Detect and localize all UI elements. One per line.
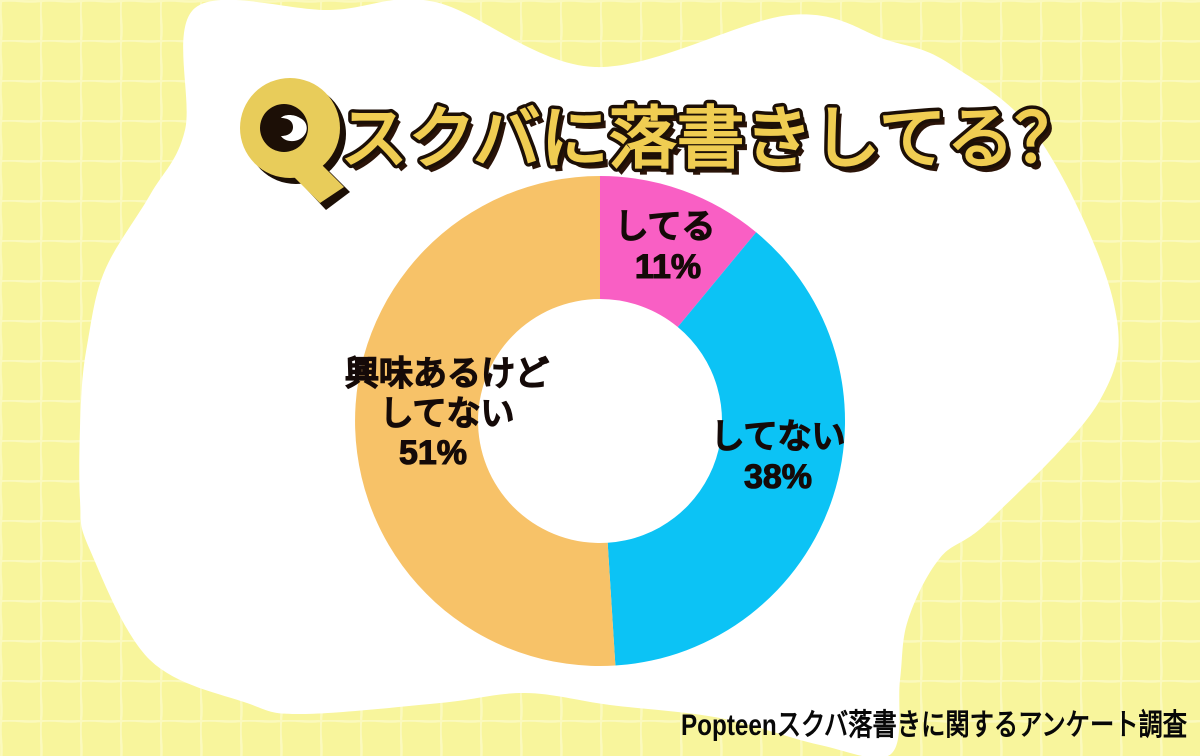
svg-text:してない: してない xyxy=(711,418,846,456)
svg-text:51%: 51% xyxy=(399,434,467,472)
svg-text:興味あるけど: 興味あるけど xyxy=(345,355,549,393)
svg-text:38%: 38% xyxy=(744,458,812,496)
svg-text:スクバに落書きしてる？: スクバに落書きしてる？ xyxy=(340,101,1083,177)
svg-text:Popteenスクバ落書きに関するアンケート調査: Popteenスクバ落書きに関するアンケート調査 xyxy=(681,709,1187,742)
svg-text:してる: してる xyxy=(615,208,716,246)
svg-text:11%: 11% xyxy=(635,248,701,286)
svg-text:してない: してない xyxy=(380,395,515,433)
